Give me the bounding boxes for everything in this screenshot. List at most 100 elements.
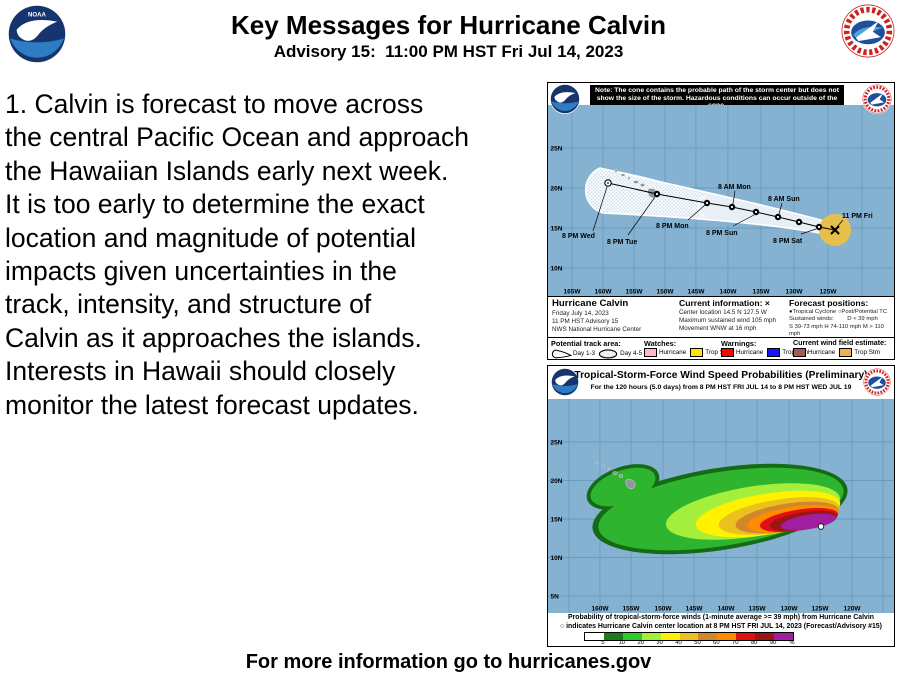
message-line: track, intensity, and structure of <box>5 289 372 320</box>
watch-hurricane-swatch <box>644 348 657 357</box>
colorbar-tick-label: 50 <box>694 640 701 646</box>
key-message-text: 1. Calvin is forecast to move across the… <box>5 88 550 422</box>
warning-hurricane-label: Hurricane <box>736 349 764 356</box>
windfield-hurricane-swatch <box>793 348 806 357</box>
current-info-block: Current information: × Center location 1… <box>679 298 776 333</box>
wind-probability-map: 25N 20N 15N 10N 5N 160W 155W 150W 145W 1… <box>548 399 894 613</box>
windfield-hurricane-label: Hurricane <box>808 349 836 356</box>
storm-info-strip: Hurricane Calvin Friday July 14, 2023 11… <box>548 296 894 338</box>
storm-agency: NWS National Hurricane Center <box>552 325 642 333</box>
cone-day1-3-glyph <box>551 349 572 359</box>
lon-label: 160W <box>595 289 613 296</box>
wind-field-items: Hurricane Trop Stm <box>793 348 880 357</box>
current-info-title: Current information: × <box>679 298 770 308</box>
lon-label: 150W <box>655 606 673 613</box>
label-pointers <box>592 186 844 236</box>
forecast-positions-title: Forecast positions: <box>789 298 869 308</box>
lat-label: 25N <box>551 146 563 153</box>
advisory-subtitle: Advisory 15: 11:00 PM HST Fri Jul 14, 20… <box>273 42 624 61</box>
movement: Movement WNW at 16 mph <box>679 324 757 332</box>
forecast-cone-panel: Note: The cone contains the probable pat… <box>547 82 895 360</box>
colorbar-segment <box>755 633 775 640</box>
lat-label: 25N <box>551 440 563 447</box>
max-wind: Maximum sustained wind 105 mph <box>679 316 776 324</box>
colorbar-segment <box>660 633 680 640</box>
colorbar-segment <box>698 633 718 640</box>
forecast-cone-map: 8 PM Wed 8 PM Tue 8 PM Mon 8 AM Mon 8 PM… <box>548 105 894 296</box>
wind-probability-panel: Tropical-Storm-Force Wind Speed Probabil… <box>547 365 895 647</box>
lon-label: 125W <box>820 289 838 296</box>
noaa-logo-small <box>550 84 580 114</box>
lon-label: 150W <box>657 289 675 296</box>
track-area-items: Day 1-3 Day 4-5 <box>551 348 642 359</box>
message-line: It is too early to determine the exact <box>5 189 425 220</box>
nws-bolt <box>855 20 881 42</box>
message-line: location and magnitude of potential <box>5 222 417 253</box>
position-symbols: ●Tropical Cyclone ○Post/Potential TC <box>789 308 888 315</box>
message-line: the Hawaiian Islands early next week. <box>5 155 449 186</box>
colorbar-tick-label: 40 <box>675 640 682 646</box>
forecast-position-dots <box>604 179 823 231</box>
prob-caption-2: ○ indicates Hurricane Calvin center loca… <box>560 622 882 630</box>
cone-legend-strip: Potential track area: Day 1-3 Day 4-5 Wa… <box>548 337 894 360</box>
colorbar-segment <box>736 633 756 640</box>
storm-id-block: Hurricane Calvin Friday July 14, 2023 11… <box>552 298 642 334</box>
lon-label: 145W <box>686 606 704 613</box>
lon-label: 145W <box>688 289 706 296</box>
storm-center-dot <box>817 523 825 530</box>
colorbar-segment <box>622 633 642 640</box>
colorbar-tick-label: 10 <box>618 640 626 646</box>
track-label: 8 PM Sun <box>706 230 738 237</box>
prob-subtitle: For the 120 hours (5.0 days) from 8 PM H… <box>590 384 852 391</box>
lon-label: 125W <box>812 606 830 613</box>
track-label: 8 PM Mon <box>656 223 689 230</box>
track-label: 11 PM Fri <box>842 213 873 220</box>
noaa-logo-text: NOAA <box>28 11 47 18</box>
message-line: 1. Calvin is forecast to move across <box>5 89 424 119</box>
prob-caption-1: Probability of tropical-storm-force wind… <box>568 614 874 621</box>
track-label: 8 PM Sat <box>773 238 803 245</box>
watches-title: Watches: <box>644 339 677 348</box>
lat-label: 20N <box>551 478 563 485</box>
cone-day4-5-glyph <box>598 349 618 359</box>
sustained-winds: Sustained winds: D < 39 mph <box>789 316 894 324</box>
wind-cat-d: D < 39 mph <box>847 316 878 323</box>
probability-swath <box>586 463 848 555</box>
nws-logo-small <box>862 84 892 114</box>
lat-label: 20N <box>551 186 563 193</box>
watch-hurricane-label: Hurricane <box>659 349 687 356</box>
track-label: 8 PM Tue <box>607 239 637 246</box>
colorbar-segment <box>641 633 661 640</box>
colorbar-tick-label: 30 <box>656 640 663 646</box>
lon-label: 140W <box>720 289 738 296</box>
windfield-tropstm-swatch <box>839 348 853 357</box>
warning-tropstm-swatch <box>767 348 781 357</box>
lon-label: 135W <box>749 606 767 613</box>
lon-label: 165W <box>564 289 582 296</box>
storm-advisory: 11 PM HST Advisory 15 <box>552 317 619 325</box>
lat-label: 15N <box>551 517 563 524</box>
colorbar-tick-label: 80 <box>750 640 758 646</box>
watches-items: Hurricane Trop Stm <box>644 348 731 357</box>
current-position-x <box>830 225 840 235</box>
colorbar-tick-label: 20 <box>637 640 644 646</box>
sustained-label: Sustained winds: <box>789 316 834 323</box>
colorbar-tick-label: 60 <box>713 640 720 646</box>
colorbar-tick-label: 90 <box>769 640 777 646</box>
message-line: impacts given uncertainties in the <box>5 256 397 287</box>
prob-title: Tropical-Storm-Force Wind Speed Probabil… <box>574 370 868 381</box>
probability-colorbar-labels: 5 10 20 30 40 50 60 70 80 90% <box>584 640 794 648</box>
day1-3-label: Day 1-3 <box>573 350 596 357</box>
track-label: 8 AM Sun <box>768 196 800 203</box>
colorbar-segment <box>774 633 793 640</box>
lon-label: 130W <box>786 289 804 296</box>
lon-label: 160W <box>592 606 610 613</box>
lon-label: 130W <box>781 606 799 613</box>
message-line: monitor the latest forecast updates. <box>5 389 419 420</box>
colorbar-tick-label: 5 <box>601 640 605 646</box>
lon-label: 155W <box>623 606 641 613</box>
watch-tropstm-label: Trop Stm <box>705 349 731 356</box>
message-line: Calvin as it approaches the islands. <box>5 322 422 353</box>
lon-label: 120W <box>844 606 862 613</box>
